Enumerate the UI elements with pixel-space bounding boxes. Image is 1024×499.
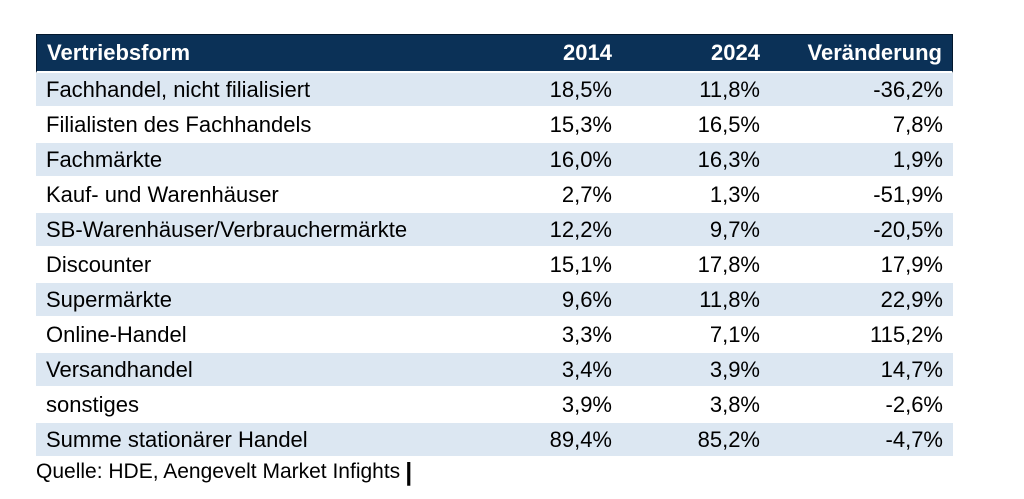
value-cell-2024: 9,7% (622, 213, 770, 248)
value-cell-2024: 3,9% (622, 353, 770, 388)
value-cell-veränderung: 17,9% (770, 248, 953, 283)
source-note: Quelle: HDE, Aengevelt Market Infights | (36, 458, 412, 487)
value-cell-2014: 15,1% (455, 248, 622, 283)
value-cell-2024: 7,1% (622, 318, 770, 353)
table-body: Fachhandel, nicht filialisiert 18,5% 11,8%… (36, 73, 953, 458)
column-header-veraenderung: Veränderung (770, 34, 953, 73)
row-label-cell: Summe stationärer Handel (36, 423, 455, 458)
value-cell-veränderung: 115,2% (770, 318, 953, 353)
table-row: Online-Handel 3,3% 7,1% 115,2% (36, 318, 953, 353)
column-header-2014: 2014 (455, 34, 622, 73)
table-row: Supermärkte 9,6% 11,8% 22,9% (36, 283, 953, 318)
value-cell-2014: 2,7% (455, 178, 622, 213)
row-label-cell: Discounter (36, 248, 455, 283)
row-label-cell: Online-Handel (36, 318, 455, 353)
value-cell-veränderung: -51,9% (770, 178, 953, 213)
value-cell-2024: 17,8% (622, 248, 770, 283)
value-cell-veränderung: -2,6% (770, 388, 953, 423)
source-note-text: Quelle: HDE, Aengevelt Market Infights (36, 460, 401, 483)
row-label-cell: sonstiges (36, 388, 455, 423)
distribution-share-table: Vertriebsform 2014 2024 Veränderung Fach… (36, 34, 953, 458)
table-row: Kauf- und Warenhäuser 2,7% 1,3% -51,9% (36, 178, 953, 213)
table-header-row: Vertriebsform 2014 2024 Veränderung (36, 34, 953, 73)
value-cell-veränderung: -20,5% (770, 213, 953, 248)
row-label-cell: Kauf- und Warenhäuser (36, 178, 455, 213)
value-cell-2014: 12,2% (455, 213, 622, 248)
value-cell-2014: 3,4% (455, 353, 622, 388)
value-cell-veränderung: 14,7% (770, 353, 953, 388)
value-cell-veränderung: 7,8% (770, 108, 953, 143)
row-label-cell: Supermärkte (36, 283, 455, 318)
value-cell-2024: 16,5% (622, 108, 770, 143)
table-row: SB-Warenhäuser/Verbrauchermärkte 12,2% 9,7… (36, 213, 953, 248)
table-row: sonstiges 3,9% 3,8% -2,6% (36, 388, 953, 423)
value-cell-2024: 11,8% (622, 283, 770, 318)
row-label-cell: Filialisten des Fachhandels (36, 108, 455, 143)
table-row: Fachhandel, nicht filialisiert 18,5% 11,8%… (36, 73, 953, 108)
value-cell-2014: 9,6% (455, 283, 622, 318)
table-row: Versandhandel 3,4% 3,9% 14,7% (36, 353, 953, 388)
value-cell-veränderung: -36,2% (770, 73, 953, 108)
value-cell-2014: 15,3% (455, 108, 622, 143)
table-row: Summe stationärer Handel 89,4% 85,2% -4,7% (36, 423, 953, 458)
value-cell-2014: 3,3% (455, 318, 622, 353)
value-cell-veränderung: 1,9% (770, 143, 953, 178)
row-label-cell: Fachhandel, nicht filialisiert (36, 73, 455, 108)
row-label-cell: SB-Warenhäuser/Verbrauchermärkte (36, 213, 455, 248)
distribution-share-table-wrap: Vertriebsform 2014 2024 Veränderung Fach… (36, 34, 953, 458)
table-row: Filialisten des Fachhandels 15,3% 16,5% 7,8… (36, 108, 953, 143)
table-row: Discounter 15,1% 17,8% 17,9% (36, 248, 953, 283)
text-cursor: | (405, 458, 413, 486)
value-cell-2014: 16,0% (455, 143, 622, 178)
value-cell-2024: 1,3% (622, 178, 770, 213)
value-cell-2014: 18,5% (455, 73, 622, 108)
table-row: Fachmärkte 16,0% 16,3% 1,9% (36, 143, 953, 178)
value-cell-2024: 16,3% (622, 143, 770, 178)
column-header-vertriebsform: Vertriebsform (36, 34, 455, 73)
value-cell-2014: 89,4% (455, 423, 622, 458)
value-cell-veränderung: 22,9% (770, 283, 953, 318)
value-cell-2024: 11,8% (622, 73, 770, 108)
column-header-2024: 2024 (622, 34, 770, 73)
value-cell-veränderung: -4,7% (770, 423, 953, 458)
row-label-cell: Fachmärkte (36, 143, 455, 178)
value-cell-2014: 3,9% (455, 388, 622, 423)
value-cell-2024: 3,8% (622, 388, 770, 423)
value-cell-2024: 85,2% (622, 423, 770, 458)
row-label-cell: Versandhandel (36, 353, 455, 388)
table-header: Vertriebsform 2014 2024 Veränderung (36, 34, 953, 73)
